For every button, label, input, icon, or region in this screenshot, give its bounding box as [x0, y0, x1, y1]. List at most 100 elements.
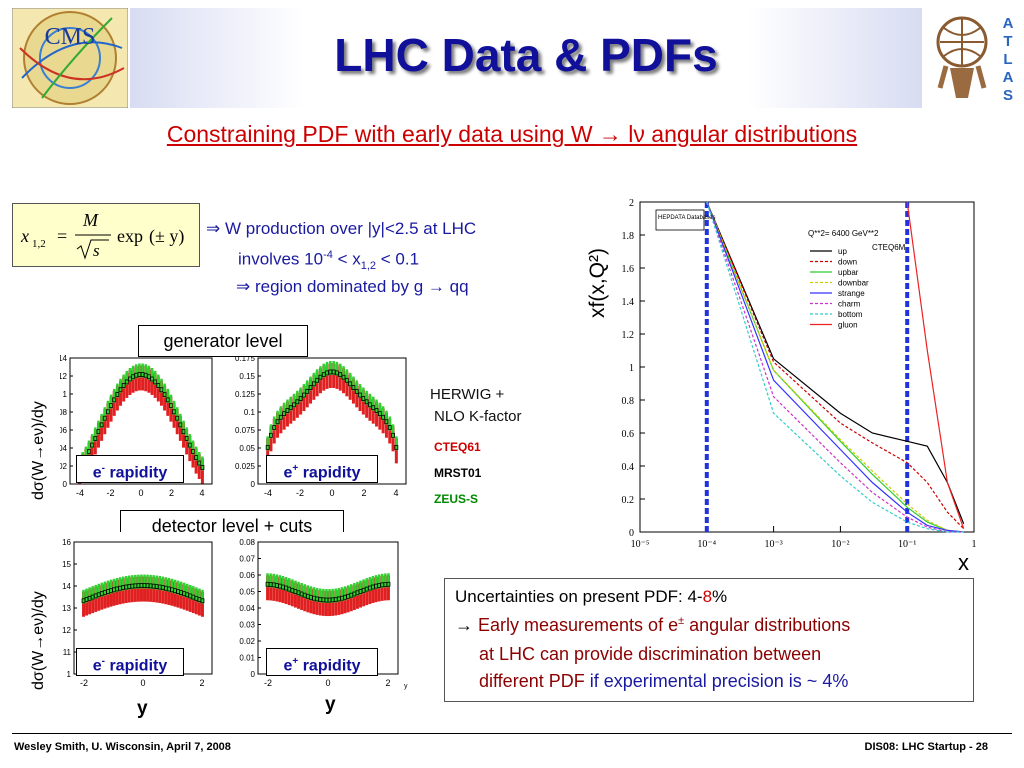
footer-page: DIS08: LHC Startup - 28: [864, 741, 988, 753]
series-gluon: [906, 201, 965, 529]
data-point: [278, 414, 283, 420]
data-point: [93, 436, 98, 441]
data-point: [368, 402, 372, 408]
y-tick-label: 0.025: [235, 462, 256, 471]
x-tick-label: 2: [361, 488, 366, 498]
y-tick-label: 06: [60, 426, 68, 435]
data-point: [288, 405, 293, 411]
data-point: [172, 409, 176, 415]
data-point: [318, 374, 323, 380]
data-point: [381, 414, 386, 420]
eminus-rapidity-top: e- rapidity: [76, 455, 184, 483]
svg-text:S: S: [1003, 87, 1013, 104]
data-point: [338, 372, 343, 378]
x-tick-label: 2: [385, 678, 390, 688]
q2-label: Q**2= 6400 GeV**2: [808, 229, 879, 238]
data-point: [344, 377, 349, 383]
pdf-y-tick-label: 1.4: [622, 297, 635, 308]
title-banner: [130, 8, 922, 108]
data-point: [150, 376, 154, 382]
data-point: [178, 422, 183, 428]
data-point: [302, 392, 306, 398]
data-point: [184, 436, 189, 441]
svg-text:=: =: [57, 226, 67, 246]
data-point: [275, 419, 280, 425]
y-tick-label: 0.075: [235, 426, 256, 435]
data-point: [156, 383, 161, 388]
xlabel-y-right: y: [325, 694, 336, 715]
uncertainty-box: Uncertainties on present PDF: 4-8% → Ear…: [444, 578, 974, 702]
cms-logo-text: CMS: [45, 24, 96, 50]
data-point: [348, 381, 353, 387]
y-tick-label: 0.04: [239, 604, 255, 613]
svg-text:M: M: [82, 210, 99, 230]
data-point: [308, 385, 313, 390]
pdf-y-tick-label: 1.6: [622, 264, 635, 275]
data-point: [96, 429, 101, 435]
pdf-y-tick-label: 1.2: [622, 330, 635, 341]
data-point: [265, 444, 270, 450]
data-point: [394, 444, 399, 450]
series-strange: [706, 201, 964, 533]
data-point: [387, 425, 392, 430]
y-tick-label: 0.06: [239, 571, 255, 580]
legend-label-upbar: upbar: [838, 268, 859, 277]
production-line-3: ⇒ region dominated by g → qq: [236, 277, 469, 296]
hepdata-box: [655, 209, 705, 231]
y-tick-label: 0.125: [235, 390, 256, 399]
data-point: [391, 432, 395, 438]
data-point: [159, 387, 164, 393]
data-point: [315, 377, 320, 383]
y-tick-label: 0.07: [239, 555, 255, 564]
y-tick-label: 11: [63, 648, 72, 657]
data-point: [364, 399, 369, 405]
data-point: [191, 449, 195, 454]
cms-logo: CMS: [11, 7, 129, 109]
data-point: [358, 392, 362, 398]
data-point: [200, 598, 205, 604]
footer-author: Wesley Smith, U. Wisconsin, April 7, 200…: [14, 741, 231, 753]
pdf-y-tick-label: 0.4: [622, 462, 635, 473]
data-point: [102, 415, 107, 421]
data-point: [272, 425, 277, 430]
pdf-x-tick-label: 10⁻¹: [898, 539, 916, 550]
mrst-label: MRST01: [434, 466, 482, 480]
eplus-rapidity-bottom: e+ rapidity: [266, 648, 378, 676]
zeus-label: ZEUS-S: [434, 492, 479, 506]
data-point: [341, 374, 346, 380]
x-tick-label: -4: [76, 488, 84, 498]
series-down: [706, 201, 965, 530]
series-downbar: [706, 201, 964, 533]
herwig-label: HERWIG +: [430, 386, 505, 403]
y-tick-label: 0: [251, 670, 256, 679]
subtitle: Constraining PDF with early data using W…: [166, 121, 858, 147]
y-tick-label: 02: [60, 462, 68, 471]
x-tick-label: 0: [325, 678, 330, 688]
svg-text:x: x: [20, 226, 29, 246]
atlas-logo: A T L A S: [930, 8, 1020, 108]
series-upbar: [706, 201, 964, 533]
data-point: [121, 383, 126, 388]
y-tick-label: 14: [60, 354, 68, 363]
legend-label-up: up: [838, 247, 847, 256]
pdf-chart: 2 1.8 1.6 1.4 1.2 1 0.8 0.6 0.4 0.2 0 10⁻⁵ 10⁻⁴ 10⁻³ 1…: [604, 188, 984, 558]
data-point: [115, 392, 120, 397]
x-tick-label: -2: [296, 488, 304, 498]
data-point: [194, 455, 199, 460]
hepdata-label: HEPDATA Databases: [658, 215, 715, 221]
data-point: [282, 411, 287, 417]
pdf-y-tick-label: 0.2: [622, 495, 635, 506]
x-tick-label: -2: [80, 678, 88, 688]
x-tick-label: 0: [329, 488, 334, 498]
data-point: [181, 429, 186, 435]
pdf-x-tick-label: 10⁻³: [764, 539, 782, 550]
y-tick-label: 12: [62, 626, 71, 635]
eplus-rapidity-top: e+ rapidity: [266, 455, 378, 483]
legend-label-charm: charm: [838, 300, 861, 309]
y-tick-label: 08: [60, 408, 68, 417]
x-tick-label: 0: [138, 488, 143, 498]
x-tick-label: -2: [264, 678, 272, 688]
cteq6m-label: CTEQ6M: [872, 243, 906, 252]
plot-frame: [257, 357, 407, 485]
uncertainty-line-3: at LHC can provide discrimination betwee…: [479, 644, 822, 664]
